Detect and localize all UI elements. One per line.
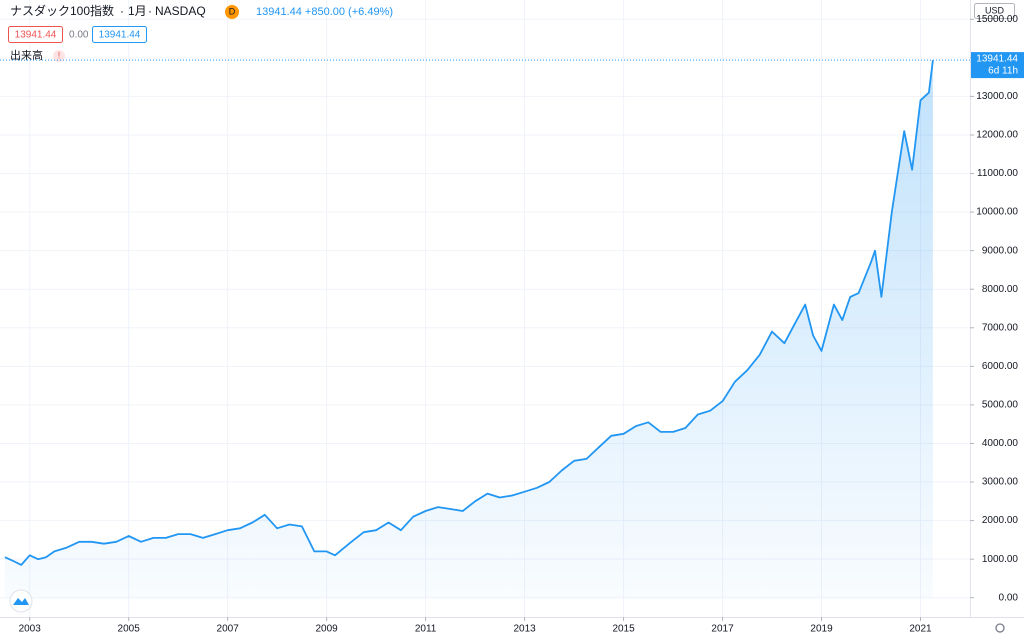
quote: 13941.44 +850.00 (+6.49%) <box>256 6 393 18</box>
x-tick-label: 2011 <box>415 624 437 635</box>
y-tick-label: 3000.00 <box>982 477 1019 488</box>
countdown: 6d 11h <box>988 66 1018 77</box>
x-tick-label: 2017 <box>711 624 734 635</box>
close-box <box>92 26 147 43</box>
last-price-label: 13941.44 <box>976 54 1018 65</box>
y-tick-label: 2000.00 <box>982 515 1019 526</box>
y-tick-label: 1000.00 <box>982 554 1019 565</box>
x-tick-label: 2009 <box>316 624 339 635</box>
x-tick-label: 2015 <box>612 624 635 635</box>
close-value: 13941.44 <box>99 30 141 41</box>
logo[interactable] <box>13 598 29 605</box>
volume-label[interactable]: 出来高 <box>10 48 43 62</box>
x-tick-label: 2003 <box>19 624 42 635</box>
y-tick-label: 7000.00 <box>982 322 1019 333</box>
exchange: NASDAQ <box>155 4 206 18</box>
x-tick-label: 2013 <box>513 624 536 635</box>
badge[interactable]: D <box>229 6 236 16</box>
warning-icon[interactable] <box>53 50 65 62</box>
y-tick-label: 4000.00 <box>982 438 1019 449</box>
last-price-box <box>971 52 1024 79</box>
open-box <box>8 26 63 43</box>
x-tick-label: 2005 <box>118 624 141 635</box>
area-fill <box>4 60 933 598</box>
currency[interactable]: USD <box>985 5 1005 15</box>
y-tick-label: 15000.00 <box>976 14 1018 25</box>
separator: · <box>148 4 152 18</box>
line <box>4 59 934 566</box>
separator: · <box>120 4 124 18</box>
x-tick-label: 2019 <box>810 624 833 635</box>
warning-mark: ! <box>58 50 61 60</box>
y-tick-label: 10000.00 <box>976 207 1018 218</box>
badge-circle[interactable] <box>225 5 239 19</box>
symbol-title: ナスダック100指数 <box>10 3 114 18</box>
x-tick-label: 2007 <box>217 624 240 635</box>
open-value: 13941.44 <box>15 30 57 41</box>
y-tick-label: 5000.00 <box>982 400 1019 411</box>
settings-icon[interactable] <box>995 623 1005 633</box>
y-tick-label: 0.00 <box>999 592 1019 603</box>
mid-value: 0.00 <box>69 30 89 41</box>
y-tick-label: 12000.00 <box>976 130 1018 141</box>
y-tick-label: 9000.00 <box>982 245 1019 256</box>
currency-box[interactable] <box>974 3 1015 19</box>
x-tick-label: 2021 <box>909 624 932 635</box>
y-tick-label: 6000.00 <box>982 361 1019 372</box>
y-tick-label: 11000.00 <box>977 168 1018 179</box>
interval: 1月 <box>128 4 147 18</box>
y-tick-label: 13000.00 <box>976 91 1018 102</box>
y-tick-label: 8000.00 <box>982 284 1019 295</box>
